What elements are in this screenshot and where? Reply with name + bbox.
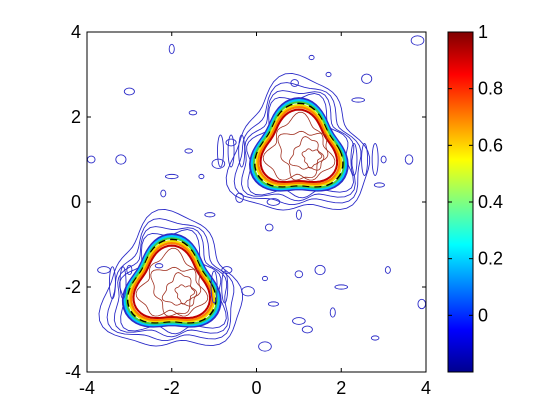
contour-noise (225, 138, 237, 147)
contour-noise (329, 307, 336, 318)
contour-low (113, 226, 229, 338)
contour-level (130, 241, 214, 322)
colorbar (447, 31, 474, 373)
contour-noise (241, 286, 255, 297)
contour-level (123, 234, 220, 327)
contour-level (253, 102, 344, 188)
x-tick-label: 2 (336, 378, 346, 398)
y-tick-label: -2 (65, 277, 81, 297)
contour-ripple (221, 270, 229, 304)
y-tick-label: 0 (71, 192, 81, 212)
contour-noise (198, 173, 205, 180)
contour-noise (384, 266, 391, 274)
contour-noise (211, 158, 226, 169)
contour-noise (258, 341, 272, 352)
contour-level (255, 104, 343, 187)
contour-lines (87, 35, 426, 352)
y-axis: 4 2 0 -2 -4 (65, 22, 426, 382)
colorbar-tick-label: 0.2 (478, 249, 503, 269)
contour-noise (295, 209, 302, 220)
contour-ripple (350, 143, 358, 176)
x-tick-label: -4 (79, 378, 95, 398)
colorbar-tick-label: 0.6 (478, 135, 503, 155)
colorbar-axis: 1 0.8 0.6 0.4 0.2 0 (448, 22, 503, 325)
contour-noise (264, 223, 274, 232)
contour-high (301, 148, 323, 169)
contour-low (241, 90, 356, 202)
contour-level (257, 105, 341, 186)
contour-noise (404, 154, 414, 165)
contour-noise (410, 35, 425, 46)
contour-noise (160, 189, 167, 198)
x-axis: -4 -2 0 2 4 (79, 32, 431, 398)
y-tick-label: -4 (65, 362, 81, 382)
contour-ripple (217, 134, 224, 168)
contour-ripple (371, 143, 379, 176)
x-tick-label: -2 (164, 378, 180, 398)
contour-level (259, 108, 339, 184)
colorbar-tick-label: 0 (478, 305, 488, 325)
contour-noise (97, 266, 111, 274)
contour-high (277, 130, 329, 181)
contour-noise (267, 301, 279, 307)
contour-level (125, 237, 218, 325)
contour-noise (154, 263, 164, 269)
contour-noise (361, 73, 373, 84)
contour-high (174, 284, 196, 305)
contour-noise (123, 87, 135, 96)
contour-high (161, 272, 198, 307)
contour-noise (115, 154, 127, 165)
contour-noise (380, 155, 387, 164)
contour-noise (235, 192, 244, 203)
contour-high (288, 136, 325, 171)
x-tick-label: 0 (251, 378, 261, 398)
contour-noise (351, 97, 366, 103)
contour-noise (266, 198, 281, 206)
contour-noise (164, 173, 179, 180)
contour-noise (292, 317, 306, 325)
contour-ripple (119, 266, 127, 300)
contour-noise (188, 110, 198, 116)
contour-level (128, 240, 216, 323)
contour-noise (290, 79, 299, 87)
contour-noise (373, 182, 385, 188)
y-tick-label: 2 (71, 107, 81, 127)
contour-ripple (210, 270, 218, 304)
contour-high (150, 266, 202, 317)
contour-noise (126, 264, 133, 276)
contour-low (233, 82, 362, 206)
contour-noise (308, 54, 315, 61)
contour-noise (87, 155, 96, 164)
contour-ripple (227, 134, 235, 168)
contour-low (225, 72, 371, 211)
contour-high (262, 111, 336, 181)
contour-noise (334, 284, 349, 290)
contour-ripple (108, 266, 116, 300)
contour-noise (261, 275, 268, 282)
contour-noise (168, 43, 175, 55)
y-tick-label: 4 (71, 22, 81, 42)
contour-noise (184, 148, 193, 154)
x-tick-label: 4 (421, 378, 431, 398)
contour-noise (325, 71, 332, 78)
contour-level (252, 101, 346, 189)
contour-level (132, 244, 212, 320)
contour-high (135, 247, 209, 317)
contour-ripple (238, 134, 246, 168)
contour-noise (314, 264, 326, 276)
contour-noise (370, 335, 380, 341)
contour-noise (204, 212, 216, 218)
contour-level (126, 238, 217, 324)
colorbar-tick-label: 0.8 (478, 79, 503, 99)
colorbar-tick-label: 1 (478, 22, 488, 42)
colorbar-tick-label: 0.4 (478, 192, 503, 212)
contour-level (248, 97, 349, 192)
contour-noise (294, 270, 304, 279)
contour-ripple (361, 143, 369, 176)
contour-noise (417, 298, 426, 310)
contour-level (250, 98, 348, 191)
contour-noise (301, 325, 313, 334)
